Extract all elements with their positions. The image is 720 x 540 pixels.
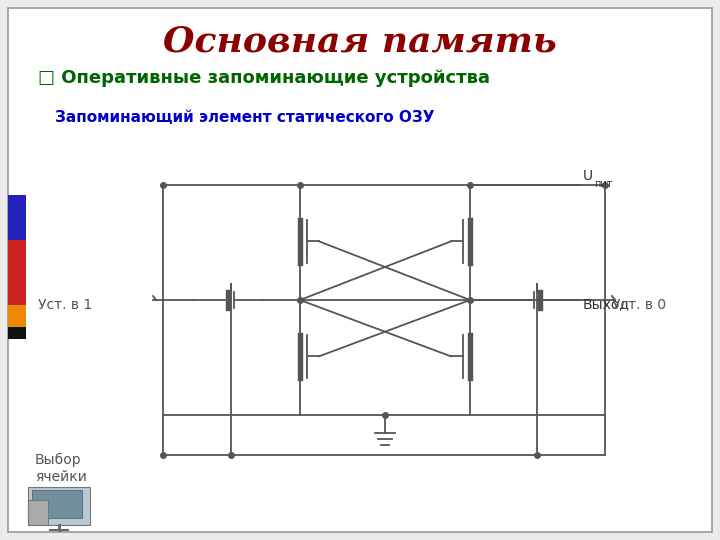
Text: Запоминающий элемент статического ОЗУ: Запоминающий элемент статического ОЗУ [55, 111, 434, 125]
Bar [8, 327, 26, 339]
Text: □ Оперативные запоминающие устройства: □ Оперативные запоминающие устройства [38, 69, 490, 87]
Bar [28, 487, 90, 525]
Text: Основная память: Основная память [163, 25, 557, 59]
Bar [32, 490, 82, 518]
Text: Выход: Выход [583, 297, 630, 311]
Bar [8, 240, 26, 315]
Text: U: U [583, 169, 593, 183]
Bar [28, 500, 48, 525]
Text: пит: пит [594, 179, 613, 189]
Text: Уст. в 1: Уст. в 1 [38, 298, 92, 312]
Text: Выбор
ячейки: Выбор ячейки [35, 453, 87, 484]
Text: Уст. в 0: Уст. в 0 [612, 298, 666, 312]
Bar [8, 195, 26, 270]
Bar [8, 305, 26, 327]
